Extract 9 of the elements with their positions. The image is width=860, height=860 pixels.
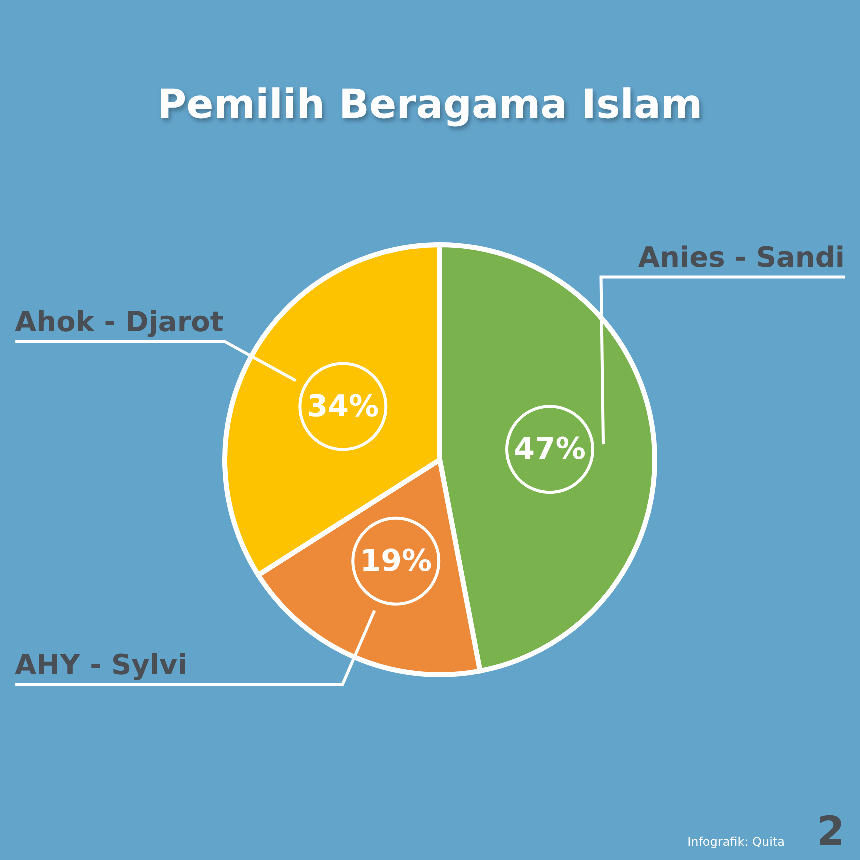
slice-label: Ahok - Djarot xyxy=(15,305,224,338)
text: Infografik: Quita xyxy=(688,835,785,849)
data-label: 19% xyxy=(360,544,432,579)
data-label: 34% xyxy=(307,389,380,424)
chart-title: Pemilih Beragama Islam xyxy=(157,82,703,128)
slice-label: Anies - Sandi xyxy=(638,240,845,274)
data-label: 47% xyxy=(514,432,586,468)
slice-label: AHY - Sylvi xyxy=(15,648,188,682)
text: 2 xyxy=(817,809,845,855)
